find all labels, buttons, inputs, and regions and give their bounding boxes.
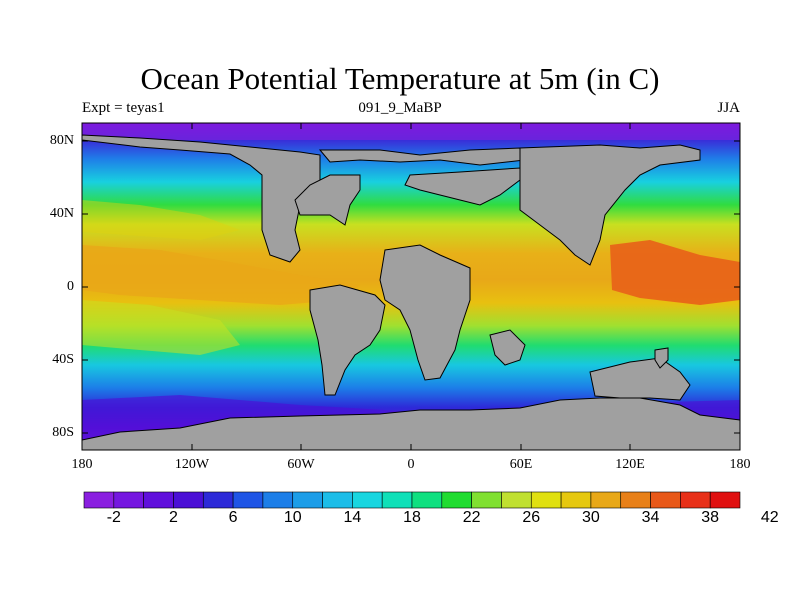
colorbar-swatch — [292, 491, 323, 509]
subtropical-band-south — [82, 300, 240, 355]
warm-pool — [610, 240, 740, 305]
land-eurasia-west — [294, 174, 361, 226]
axis-ticks — [82, 123, 740, 450]
colorbar-swatch — [143, 491, 174, 509]
land-masses — [82, 134, 740, 450]
colorbar-swatch — [173, 491, 204, 509]
land-new-guinea — [654, 347, 669, 369]
colorbar-tick-label: 30 — [582, 509, 600, 526]
land-asia — [519, 144, 701, 266]
colorbar-tick-label: 38 — [701, 509, 720, 526]
lon-label-180w: 180 — [71, 457, 93, 472]
lon-label-0: 0 — [407, 457, 415, 472]
land-arctic — [318, 147, 526, 166]
colorbar — [83, 491, 741, 509]
colorbar-swatch — [352, 491, 383, 509]
land-south-america — [309, 284, 386, 396]
colorbar-swatch — [620, 491, 651, 509]
lat-label-40s: 40S — [52, 352, 74, 367]
land-antarctica — [82, 397, 740, 450]
map-title: Ocean Potential Temperature at 5m (in C) — [140, 61, 660, 96]
colorbar-swatch — [530, 491, 562, 509]
colorbar-swatch — [590, 491, 622, 509]
subtropical-band-north — [82, 200, 240, 240]
colorbar-tick-label: 14 — [343, 509, 362, 526]
colorbar-swatch — [262, 491, 294, 509]
land-australia — [589, 357, 691, 401]
experiment-label: Expt = teyas1 — [82, 100, 165, 116]
colorbar-tick-label: -2 — [106, 509, 121, 526]
colorbar-tick-label: 18 — [403, 509, 421, 526]
colorbar-swatch — [411, 491, 443, 509]
lat-label-80n: 80N — [49, 133, 74, 148]
colorbar-tick-label: 26 — [522, 509, 541, 526]
colorbar-tick-label: 42 — [760, 509, 779, 526]
colorbar-swatch — [232, 491, 264, 509]
colorbar-swatch — [560, 491, 592, 509]
lon-label-120e: 120E — [615, 457, 645, 472]
colorbar-tick-label: 6 — [228, 509, 238, 526]
colorbar-swatch — [381, 491, 413, 509]
season-label: JJA — [717, 100, 740, 116]
colorbar-swatch — [322, 491, 353, 509]
land-eurasia-central — [404, 167, 521, 206]
colorbar-tick-label: 2 — [169, 509, 178, 526]
colorbar-swatch — [202, 491, 234, 509]
colorbar-swatch — [501, 491, 532, 509]
lat-label-0: 0 — [67, 279, 74, 294]
lon-label-120w: 120W — [174, 457, 210, 472]
colorbar-tick-label: 22 — [462, 509, 481, 526]
colorbar-swatch — [83, 491, 115, 509]
colorbar-swatch — [650, 491, 681, 509]
lat-label-40n: 40N — [49, 206, 74, 221]
land-africa — [379, 244, 471, 381]
land-north-america — [82, 134, 321, 263]
colorbar-swatch — [471, 491, 502, 509]
lon-label-180e: 180 — [729, 457, 751, 472]
colorbar-swatch — [680, 491, 711, 509]
colorbar-tick-label: 34 — [641, 509, 660, 526]
colorbar-swatch — [441, 491, 472, 509]
lat-label-80s: 80S — [52, 425, 74, 440]
colorbar-swatch — [113, 491, 144, 509]
period-label: 091_9_MaBP — [358, 100, 442, 116]
land-madagascar — [489, 329, 526, 366]
colorbar-tick-label: 10 — [283, 509, 302, 526]
lon-label-60e: 60E — [509, 457, 533, 472]
colorbar-swatch — [709, 491, 741, 509]
equatorial-warm-band — [82, 245, 360, 305]
northern-cold-band — [82, 123, 740, 140]
lon-label-60w: 60W — [287, 457, 315, 472]
